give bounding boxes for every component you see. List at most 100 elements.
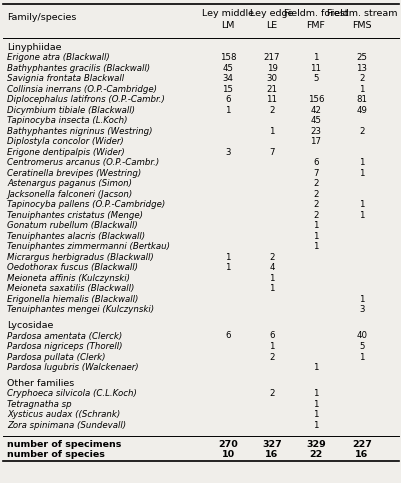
Text: 6: 6: [312, 158, 318, 167]
Text: 23: 23: [310, 127, 321, 136]
Text: 45: 45: [310, 116, 321, 125]
Text: number of specimens: number of specimens: [7, 440, 121, 449]
Text: 11: 11: [266, 95, 277, 104]
Text: 270: 270: [218, 440, 237, 449]
Text: 7: 7: [269, 148, 274, 157]
Text: Savignia frontata Blackwall: Savignia frontata Blackwall: [7, 74, 124, 83]
Text: 45: 45: [222, 64, 233, 73]
Text: Bathyphantes nigrinus (Westring): Bathyphantes nigrinus (Westring): [7, 127, 152, 136]
Text: 5: 5: [358, 342, 364, 351]
Text: Micrargus herbigradus (Blackwall): Micrargus herbigradus (Blackwall): [7, 253, 153, 262]
Text: 6: 6: [225, 95, 230, 104]
Text: 1: 1: [312, 363, 318, 372]
Text: 11: 11: [310, 64, 321, 73]
Text: 6: 6: [269, 331, 274, 341]
Text: 329: 329: [306, 440, 325, 449]
Text: Erigone atra (Blackwall): Erigone atra (Blackwall): [7, 53, 109, 62]
Text: 2: 2: [312, 179, 318, 188]
Text: 34: 34: [222, 74, 233, 83]
Text: 217: 217: [263, 53, 279, 62]
Text: 1: 1: [312, 53, 318, 62]
Text: 81: 81: [356, 95, 367, 104]
Text: 2: 2: [269, 389, 274, 398]
Text: Erigonella hiemalis (Blackwall): Erigonella hiemalis (Blackwall): [7, 295, 138, 304]
Text: 227: 227: [351, 440, 371, 449]
Text: Family/species: Family/species: [7, 14, 76, 23]
Text: 1: 1: [225, 253, 230, 262]
Text: 1: 1: [269, 284, 274, 293]
Text: 1: 1: [312, 232, 318, 241]
Text: 156: 156: [307, 95, 324, 104]
Text: Centromerus arcanus (O.P.-Cambr.): Centromerus arcanus (O.P.-Cambr.): [7, 158, 159, 167]
Text: 1: 1: [312, 389, 318, 398]
Text: Lycosidae: Lycosidae: [7, 321, 53, 330]
Text: 42: 42: [310, 106, 321, 115]
Text: Tetragnatha sp: Tetragnatha sp: [7, 400, 71, 409]
Text: 13: 13: [356, 64, 367, 73]
Text: 3: 3: [225, 148, 230, 157]
Text: 1: 1: [312, 242, 318, 251]
Text: 1: 1: [358, 211, 364, 220]
Text: FMS: FMS: [351, 20, 371, 29]
Text: 4: 4: [269, 263, 274, 272]
Text: 16: 16: [354, 450, 368, 459]
Text: Erigone dentipalpis (Wider): Erigone dentipalpis (Wider): [7, 148, 124, 157]
Text: Oedothorax fuscus (Blackwall): Oedothorax fuscus (Blackwall): [7, 263, 138, 272]
Text: Pardosa pullata (Clerk): Pardosa pullata (Clerk): [7, 353, 105, 361]
Text: 16: 16: [265, 450, 278, 459]
Text: 1: 1: [358, 169, 364, 178]
Text: 1: 1: [269, 274, 274, 283]
Text: 1: 1: [225, 263, 230, 272]
Text: 1: 1: [358, 353, 364, 361]
Text: Diplocephalus latifrons (O.P.-Cambr.): Diplocephalus latifrons (O.P.-Cambr.): [7, 95, 164, 104]
Text: 25: 25: [356, 53, 367, 62]
Text: Tenuiphantes alacris (Blackwall): Tenuiphantes alacris (Blackwall): [7, 232, 145, 241]
Text: Tapinocyba insecta (L.Koch): Tapinocyba insecta (L.Koch): [7, 116, 127, 125]
Text: Ceratinella brevipes (Westring): Ceratinella brevipes (Westring): [7, 169, 141, 178]
Text: LM: LM: [221, 20, 234, 29]
Text: Tenuiphantes zimmermanni (Bertkau): Tenuiphantes zimmermanni (Bertkau): [7, 242, 170, 251]
Text: Linyphiidae: Linyphiidae: [7, 43, 61, 52]
Text: 49: 49: [356, 106, 367, 115]
Text: 2: 2: [312, 190, 318, 199]
Text: 21: 21: [266, 85, 277, 94]
Text: Fieldm. stream: Fieldm. stream: [326, 10, 396, 18]
Text: Gonatum rubellum (Blackwall): Gonatum rubellum (Blackwall): [7, 221, 138, 230]
Text: Xysticus audax ((Schrank): Xysticus audax ((Schrank): [7, 410, 120, 419]
Text: 10: 10: [221, 450, 234, 459]
Text: 2: 2: [312, 211, 318, 220]
Text: 6: 6: [225, 331, 230, 341]
Text: 158: 158: [219, 53, 236, 62]
Text: 3: 3: [358, 305, 364, 314]
Text: 2: 2: [312, 200, 318, 209]
Text: 19: 19: [266, 64, 277, 73]
Text: Collinsia inerrans (O.P.-Cambridge): Collinsia inerrans (O.P.-Cambridge): [7, 85, 157, 94]
Text: 15: 15: [222, 85, 233, 94]
Text: FMF: FMF: [306, 20, 325, 29]
Text: 2: 2: [269, 353, 274, 361]
Text: Bathyphantes gracilis (Blackwall): Bathyphantes gracilis (Blackwall): [7, 64, 150, 73]
Text: Meioneta saxatilis (Blackwall): Meioneta saxatilis (Blackwall): [7, 284, 134, 293]
Text: 1: 1: [358, 85, 364, 94]
Text: 1: 1: [269, 342, 274, 351]
Text: Diplostyla concolor (Wider): Diplostyla concolor (Wider): [7, 137, 124, 146]
Text: LE: LE: [266, 20, 277, 29]
Text: 2: 2: [358, 74, 364, 83]
Text: Meioneta affinis (Kulczynski): Meioneta affinis (Kulczynski): [7, 274, 130, 283]
Text: Pardosa amentata (Clerck): Pardosa amentata (Clerck): [7, 331, 122, 341]
Text: 1: 1: [312, 410, 318, 419]
Text: 1: 1: [312, 400, 318, 409]
Text: Tenuiphantes mengei (Kulczynski): Tenuiphantes mengei (Kulczynski): [7, 305, 154, 314]
Text: 17: 17: [310, 137, 321, 146]
Text: Other families: Other families: [7, 379, 74, 388]
Text: 1: 1: [312, 221, 318, 230]
Text: Ley edge: Ley edge: [250, 10, 293, 18]
Text: 2: 2: [269, 253, 274, 262]
Text: Tapinocyba pallens (O.P.-Cambridge): Tapinocyba pallens (O.P.-Cambridge): [7, 200, 165, 209]
Text: 1: 1: [358, 295, 364, 304]
Text: 1: 1: [358, 200, 364, 209]
Text: 7: 7: [312, 169, 318, 178]
Text: 40: 40: [356, 331, 367, 341]
Text: Pardosa nigriceps (Thorell): Pardosa nigriceps (Thorell): [7, 342, 122, 351]
Text: Cryphoeca silvicola (C.L.Koch): Cryphoeca silvicola (C.L.Koch): [7, 389, 136, 398]
